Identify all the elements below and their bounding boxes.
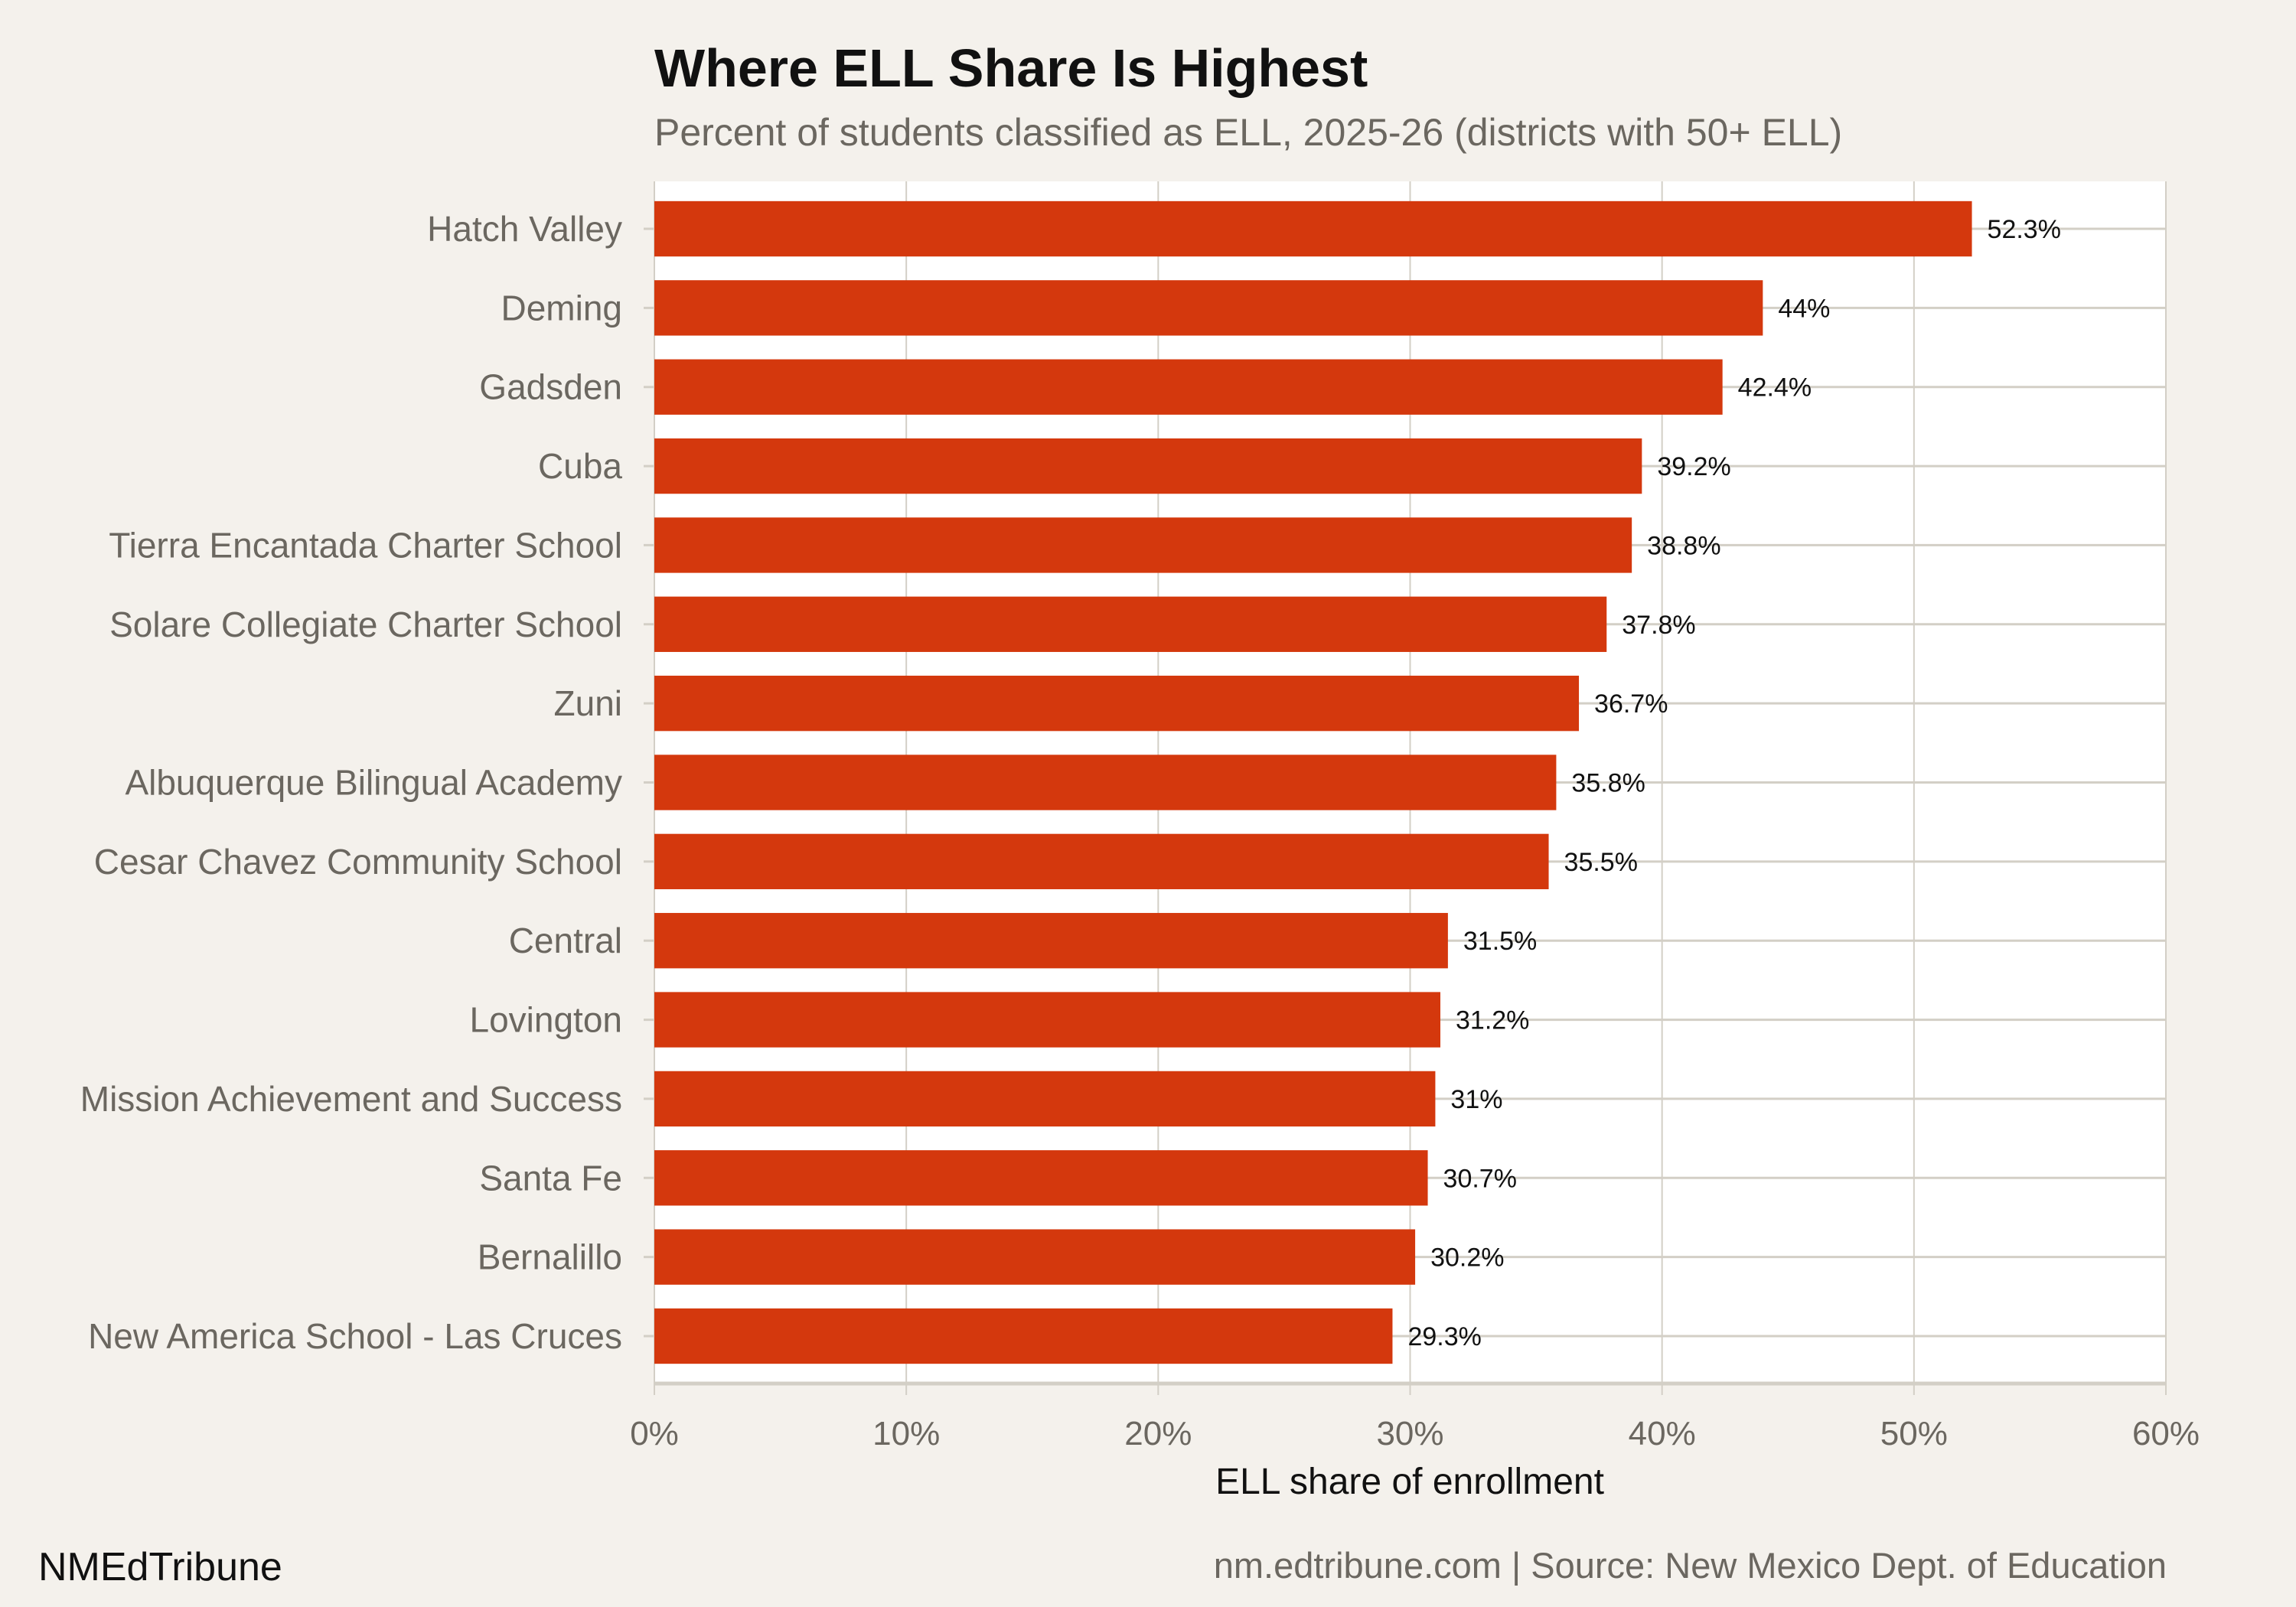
y-category-label: Mission Achievement and Success (80, 1079, 622, 1119)
bar (654, 517, 1632, 573)
y-category-label: Tierra Encantada Charter School (109, 525, 622, 565)
y-category-label: Santa Fe (479, 1158, 622, 1198)
bar (654, 833, 1549, 890)
bar (654, 1150, 1428, 1206)
data-label: 52.3% (1988, 215, 2061, 244)
bar (654, 1308, 1393, 1364)
y-category-label: Bernalillo (478, 1237, 622, 1277)
bar (654, 992, 1440, 1048)
y-category-label: New America School - Las Cruces (88, 1316, 622, 1356)
data-label: 31% (1450, 1085, 1502, 1114)
x-axis-title: ELL share of enrollment (1215, 1462, 1604, 1502)
data-label: 35.5% (1564, 848, 1638, 877)
y-category-label: Lovington (470, 1000, 623, 1040)
x-axis-ticks: 0% 10% 20% 30% 40% 50% 60% (630, 1384, 2200, 1452)
data-labels: 52.3% 44% 42.4% 39.2% 38.8% 37.8% 36.7% 35.8% 35… (1407, 215, 2060, 1351)
brand-logo-text: NMEdTribune (38, 1545, 282, 1589)
data-label: 37.8% (1622, 611, 1695, 640)
x-tick-label: 60% (2132, 1415, 2200, 1452)
bar (654, 280, 1763, 336)
y-category-label: Zuni (554, 683, 622, 723)
data-label: 30.2% (1430, 1244, 1504, 1273)
y-category-label: Albuquerque Bilingual Academy (125, 763, 622, 803)
y-category-label: Deming (501, 288, 622, 328)
data-label: 42.4% (1738, 373, 1812, 403)
y-category-label: Cesar Chavez Community School (94, 842, 622, 882)
y-category-label: Central (509, 921, 622, 960)
bar (654, 359, 1723, 415)
bar (654, 1229, 1416, 1285)
y-axis-labels: Hatch Valley Deming Gadsden Cuba Tierra Enca… (80, 209, 623, 1356)
chart-subtitle: Percent of students classified as ELL, 2… (654, 111, 1842, 154)
bar (654, 1071, 1436, 1127)
chart-title: Where ELL Share Is Highest (654, 38, 1368, 98)
data-label: 35.8% (1571, 769, 1645, 798)
y-category-label: Solare Collegiate Charter School (109, 605, 622, 644)
data-label: 31.5% (1463, 927, 1537, 956)
bar (654, 438, 1642, 494)
bar (654, 200, 1972, 257)
data-label: 36.7% (1594, 689, 1668, 719)
y-category-label: Hatch Valley (427, 209, 622, 249)
x-tick-label: 10% (872, 1415, 940, 1452)
bar (654, 596, 1607, 652)
y-category-label: Gadsden (479, 367, 622, 407)
data-label: 39.2% (1657, 452, 1730, 481)
y-category-label: Cuba (538, 446, 622, 486)
data-label: 29.3% (1407, 1322, 1481, 1351)
x-tick-label: 20% (1124, 1415, 1192, 1452)
data-label: 44% (1778, 294, 1830, 323)
bars (654, 200, 1972, 1364)
source-note: nm.edtribune.com | Source: New Mexico De… (1214, 1545, 2167, 1586)
x-tick-label: 40% (1629, 1415, 1696, 1452)
x-tick-label: 30% (1376, 1415, 1443, 1452)
data-label: 31.2% (1456, 1006, 1529, 1035)
x-tick-label: 0% (630, 1415, 679, 1452)
bar (654, 913, 1448, 969)
data-label: 38.8% (1647, 531, 1720, 560)
bar (654, 675, 1580, 732)
data-label: 30.7% (1443, 1164, 1517, 1193)
x-tick-label: 50% (1880, 1415, 1948, 1452)
bar (654, 755, 1557, 810)
